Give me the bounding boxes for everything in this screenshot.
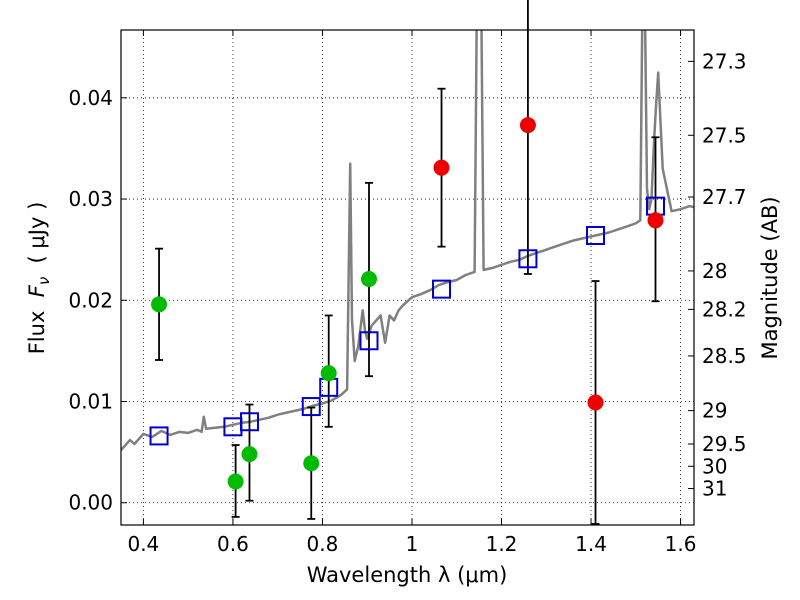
x-tick-label: 0.6 [217, 532, 249, 556]
y-tick-label: 0.00 [68, 491, 113, 515]
x-tick-label: 0.8 [307, 532, 339, 556]
y2-tick-label: 27.5 [702, 123, 747, 147]
model-flux-square [301, 397, 321, 417]
green-data-point [241, 446, 258, 463]
red-data-point [647, 212, 664, 229]
point-layer [151, 117, 664, 490]
red-data-point [433, 159, 450, 176]
y2-tick-label: 29 [702, 399, 727, 423]
y2-tick-label: 28.5 [702, 344, 747, 368]
y-tick-label: 0.03 [68, 187, 113, 211]
x-tick-label: 1.2 [486, 532, 518, 556]
model-flux-square [432, 279, 452, 299]
y2-tick-label: 30 [702, 454, 727, 478]
x-tick-label: 1 [406, 532, 419, 556]
plot-background [121, 30, 694, 525]
y2-tick-label: 29.5 [702, 432, 747, 456]
y2-tick-label: 27.3 [702, 49, 747, 73]
grid [121, 30, 694, 525]
spectrum-line [121, 30, 694, 451]
y2-axis-label: Magnitude (AB) [758, 196, 782, 359]
model-flux-square [518, 249, 538, 269]
green-data-point [320, 365, 337, 382]
model-flux-square [359, 331, 379, 351]
x-axis-label: Wavelength λ (μm) [307, 563, 508, 587]
x-tick-label: 1.6 [665, 532, 697, 556]
y2-tick-label: 27.7 [702, 185, 747, 209]
y2-tick-label: 31 [702, 477, 727, 501]
ticks: 0.4 0.6 0.8 1 1.2 1.4 1.6 0.00 0.01 0.02 0.03 0.04 2… [68, 30, 747, 556]
x-tick-label: 1.4 [575, 532, 607, 556]
x-tick-label: 0.4 [127, 532, 159, 556]
y2-tick-label: 28 [702, 259, 727, 283]
y-tick-label: 0.02 [68, 288, 113, 312]
model-flux-square [586, 225, 606, 245]
red-data-point [519, 117, 536, 134]
green-data-point [151, 296, 168, 313]
y-tick-label: 0.01 [68, 390, 113, 414]
y-tick-label: 0.04 [68, 86, 113, 110]
y-axis-label: Flux Fν ( μJy ) [25, 202, 53, 355]
green-data-point [361, 271, 378, 288]
plot-frame [120, 29, 695, 526]
model-flux-square [149, 426, 169, 446]
green-data-point [303, 455, 320, 472]
green-data-point [227, 473, 244, 490]
model-flux-square [239, 412, 259, 432]
spectrum-layer [121, 30, 694, 451]
red-data-point [587, 394, 604, 411]
y2-tick-label: 28.2 [702, 297, 747, 321]
